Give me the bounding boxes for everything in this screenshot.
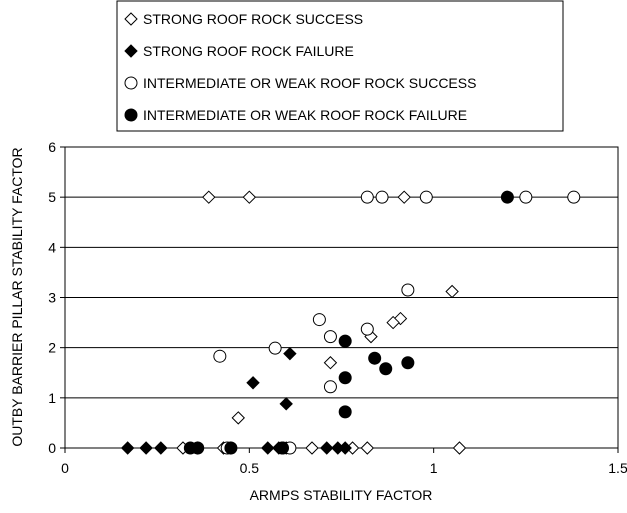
- x-axis-ticks: 0 0.5 1 1.5: [61, 448, 627, 476]
- series-2-point-8: [323, 330, 337, 344]
- series-3-point-8: [191, 441, 205, 455]
- x-tick-label-1: 0.5: [240, 460, 260, 476]
- series-2-point-9: [268, 341, 282, 355]
- series-2-point-11: [323, 380, 337, 394]
- x-tick-label-3: 1.5: [608, 460, 627, 476]
- series-1-point-5: [154, 441, 168, 455]
- series-1-point-1: [246, 376, 260, 390]
- series-1-point-8: [261, 441, 275, 455]
- series-0: [176, 190, 467, 455]
- series-1-point-4: [139, 441, 153, 455]
- series-3-point-4: [379, 362, 393, 376]
- series-1-point-2: [279, 397, 293, 411]
- series-2-point-3: [519, 190, 533, 204]
- y-tick-label-3: 3: [48, 290, 56, 306]
- series-0-point-1: [242, 190, 257, 204]
- plot-area: 0 1 2 3 4 5 6 0 0.5 1 1.5: [48, 139, 627, 476]
- series-2-point-10: [213, 349, 227, 363]
- series-3-point-10: [276, 441, 290, 455]
- series-3-point-1: [338, 334, 352, 348]
- series-0-point-8: [231, 411, 245, 425]
- y-tick-label-2: 2: [48, 340, 56, 356]
- legend-marker-3: [124, 108, 138, 122]
- legend-label-2: INTERMEDIATE OR WEAK ROOF ROCK SUCCESS: [143, 75, 476, 91]
- series-2-point-1: [375, 190, 389, 204]
- legend-item-1: STRONG ROOF ROCK FAILURE: [124, 43, 354, 59]
- y-tick-label-0: 0: [48, 440, 56, 456]
- legend-marker-0: [124, 12, 138, 26]
- legend-marker-1: [124, 44, 138, 58]
- series-2-point-2: [419, 190, 433, 204]
- series-3-point-2: [368, 351, 382, 365]
- series-2-point-7: [360, 322, 374, 336]
- series-3: [183, 190, 514, 455]
- series-3-point-3: [401, 356, 415, 370]
- series-3-point-6: [338, 405, 352, 419]
- legend-marker-2: [124, 76, 138, 90]
- data-markers: [120, 190, 581, 455]
- series-0-point-14: [452, 441, 467, 455]
- legend-item-2: INTERMEDIATE OR WEAK ROOF ROCK SUCCESS: [124, 75, 476, 91]
- series-3-point-5: [338, 371, 352, 385]
- legend-box: [116, 0, 564, 132]
- series-0-point-11: [305, 441, 319, 455]
- series-0-point-7: [323, 356, 338, 370]
- series-0-point-5: [386, 315, 400, 330]
- series-1-point-3: [120, 441, 135, 455]
- legend-label-1: STRONG ROOF ROCK FAILURE: [143, 43, 354, 59]
- x-axis-title: ARMPS STABILITY FACTOR: [250, 487, 433, 503]
- series-0-point-2: [397, 190, 411, 204]
- series-1-point-11: [320, 441, 334, 455]
- series-1-point-0: [283, 346, 297, 361]
- y-axis-ticks: 0 1 2 3 4 5 6: [48, 139, 65, 456]
- series-2-point-6: [312, 313, 326, 327]
- grid-lines: [65, 196, 618, 399]
- legend-label-3: INTERMEDIATE OR WEAK ROOF ROCK FAILURE: [143, 107, 467, 123]
- legend-item-3: INTERMEDIATE OR WEAK ROOF ROCK FAILURE: [124, 107, 467, 123]
- y-tick-label-6: 6: [48, 139, 56, 155]
- series-3-point-0: [500, 190, 514, 204]
- series-0-point-3: [445, 284, 459, 299]
- y-tick-label-4: 4: [48, 239, 56, 255]
- series-1-point-13: [338, 441, 352, 455]
- series-2-point-4: [567, 190, 581, 204]
- legend-item-0: STRONG ROOF ROCK SUCCESS: [124, 11, 363, 27]
- x-tick-label-2: 1: [430, 460, 438, 476]
- series-1: [120, 346, 352, 455]
- series-3-point-9: [224, 441, 238, 455]
- legend-label-0: STRONG ROOF ROCK SUCCESS: [143, 11, 363, 27]
- series-0-point-13: [360, 441, 375, 455]
- legend: STRONG ROOF ROCK SUCCESS STRONG ROOF ROCK…: [116, 0, 564, 132]
- y-axis-title: OUTBY BARRIER PILLAR STABILITY FACTOR: [9, 147, 25, 446]
- y-tick-label-1: 1: [48, 390, 56, 406]
- series-2-point-0: [360, 190, 374, 204]
- x-tick-label-0: 0: [61, 460, 69, 476]
- series-2-point-5: [401, 283, 415, 297]
- y-tick-label-5: 5: [48, 189, 56, 205]
- series-0-point-0: [202, 190, 216, 204]
